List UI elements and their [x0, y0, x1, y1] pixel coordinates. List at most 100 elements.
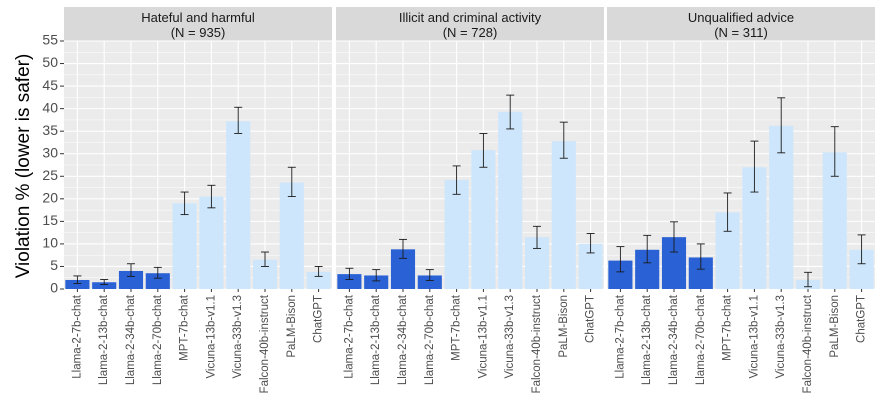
bar	[471, 150, 496, 289]
error-bar	[723, 192, 732, 232]
error-bar	[345, 267, 354, 280]
y-axis-title: Violation % (lower is safer)	[13, 54, 34, 279]
error-bar	[777, 97, 786, 154]
error-bar	[559, 121, 568, 159]
y-tick-label: 30	[42, 144, 58, 160]
bar	[65, 279, 90, 289]
facet-panels: Hateful and harmful(N = 935) Llama-2-7b-c…	[64, 7, 875, 393]
y-tick-label: 10	[42, 235, 58, 251]
facet-subtitle: (N = 311)	[714, 25, 768, 40]
x-tick-label: MPT-7b-chat	[722, 294, 734, 361]
facet-title: Unqualified advice	[688, 10, 794, 25]
error-bar	[207, 184, 216, 209]
error-bar	[586, 233, 595, 254]
facet-panel: Illicit and criminal activity(N = 728) Ll…	[336, 7, 604, 393]
bar	[279, 182, 304, 289]
error-bar	[506, 94, 515, 130]
bar	[306, 271, 331, 289]
error-bar	[857, 234, 866, 265]
error-bar	[670, 221, 678, 253]
x-tick-label: PaLM-Bison	[286, 295, 298, 358]
bar	[551, 141, 576, 289]
error-bar	[127, 263, 135, 277]
x-tick-label: Falcon-40b-instruct	[531, 294, 543, 393]
error-bar	[399, 238, 407, 259]
error-bar	[180, 191, 189, 216]
x-tick-label: Vicuna-33b-v1.3	[775, 295, 787, 379]
error-bar	[73, 275, 82, 285]
error-bar	[287, 166, 296, 198]
x-tick-label: Vicuna-33b-v1.3	[232, 295, 244, 379]
error-bar	[314, 266, 323, 277]
error-bar	[696, 243, 705, 270]
x-tick-label: Llama-2-7b-chat	[343, 294, 355, 379]
x-tick-label: Falcon-40b-instruct	[802, 294, 814, 393]
x-tick-label: Llama-2-34b-chat	[397, 294, 409, 385]
y-tick-label: 40	[42, 99, 58, 115]
facet-panel: Hateful and harmful(N = 935) Llama-2-7b-c…	[64, 7, 332, 393]
error-bar	[234, 106, 243, 134]
x-tick-label: PaLM-Bison	[558, 295, 570, 358]
bar	[118, 270, 144, 289]
x-tick-label: Llama-2-7b-chat	[71, 294, 83, 379]
x-tick-label: Llama-2-34b-chat	[668, 294, 680, 385]
x-tick-label: Llama-2-13b-chat	[370, 294, 382, 385]
facet-strip	[607, 7, 875, 41]
error-bar	[804, 271, 812, 288]
bar	[92, 282, 117, 289]
bar	[199, 196, 224, 289]
x-tick-label: ChatGPT	[585, 295, 597, 343]
facet-strip	[64, 7, 332, 41]
x-tick-label: MPT-7b-chat	[179, 294, 191, 361]
x-tick-label: MPT-7b-chat	[451, 294, 463, 361]
error-bar	[425, 269, 434, 281]
x-tick-label: Vicuna-13b-v1.1	[748, 295, 760, 379]
error-bar	[261, 251, 269, 267]
x-tick-label: Llama-2-7b-chat	[614, 294, 626, 379]
error-bar	[830, 126, 839, 177]
error-bar	[372, 269, 381, 282]
facet-panel: Unqualified advice(N = 311) Llama-2-7b-ch…	[607, 7, 875, 393]
x-tick-label: ChatGPT	[856, 295, 868, 343]
y-tick-label: 25	[42, 167, 58, 183]
x-tick-label: Llama-2-13b-chat	[98, 294, 110, 385]
x-tick-label: Llama-2-70b-chat	[152, 294, 164, 385]
y-tick-label: 20	[42, 190, 58, 206]
error-bar	[100, 279, 109, 285]
facet-title: Illicit and criminal activity	[399, 10, 542, 25]
x-tick-label: Llama-2-34b-chat	[125, 294, 137, 385]
x-tick-label: Vicuna-13b-v1.1	[477, 295, 489, 379]
x-tick-label: Falcon-40b-instruct	[259, 294, 271, 393]
y-tick-label: 50	[42, 54, 58, 70]
bar	[444, 179, 469, 289]
error-bar	[479, 132, 488, 168]
error-bar	[533, 225, 541, 249]
y-tick-label: 15	[42, 212, 58, 228]
x-tick-label: Llama-2-70b-chat	[424, 294, 436, 385]
x-tick-label: Vicuna-33b-v1.3	[504, 295, 516, 379]
bar	[172, 203, 197, 289]
bar	[337, 274, 362, 289]
y-tick-label: 5	[50, 257, 58, 273]
facet-title: Hateful and harmful	[141, 10, 255, 25]
x-tick-label: Llama-2-70b-chat	[695, 294, 707, 385]
y-tick-label: 0	[50, 280, 58, 296]
bar	[364, 275, 389, 289]
y-tick-label: 35	[42, 122, 58, 138]
error-bar	[153, 266, 162, 279]
facet-subtitle: (N = 935)	[171, 25, 226, 40]
y-axis: 0 5 10 15 20 25 30 35 40 45 50 55	[42, 32, 64, 296]
error-bar	[616, 246, 625, 273]
y-tick-label: 55	[42, 32, 58, 48]
bar	[498, 111, 523, 289]
error-bar	[750, 140, 759, 193]
bar	[226, 121, 251, 290]
bar	[145, 273, 170, 289]
y-tick-label: 45	[42, 77, 58, 93]
x-tick-label: ChatGPT	[313, 295, 325, 343]
facet-strip	[336, 7, 604, 41]
facet-subtitle: (N = 728)	[443, 25, 498, 40]
x-tick-label: Llama-2-13b-chat	[641, 294, 653, 385]
x-tick-label: Vicuna-13b-v1.1	[205, 295, 217, 379]
